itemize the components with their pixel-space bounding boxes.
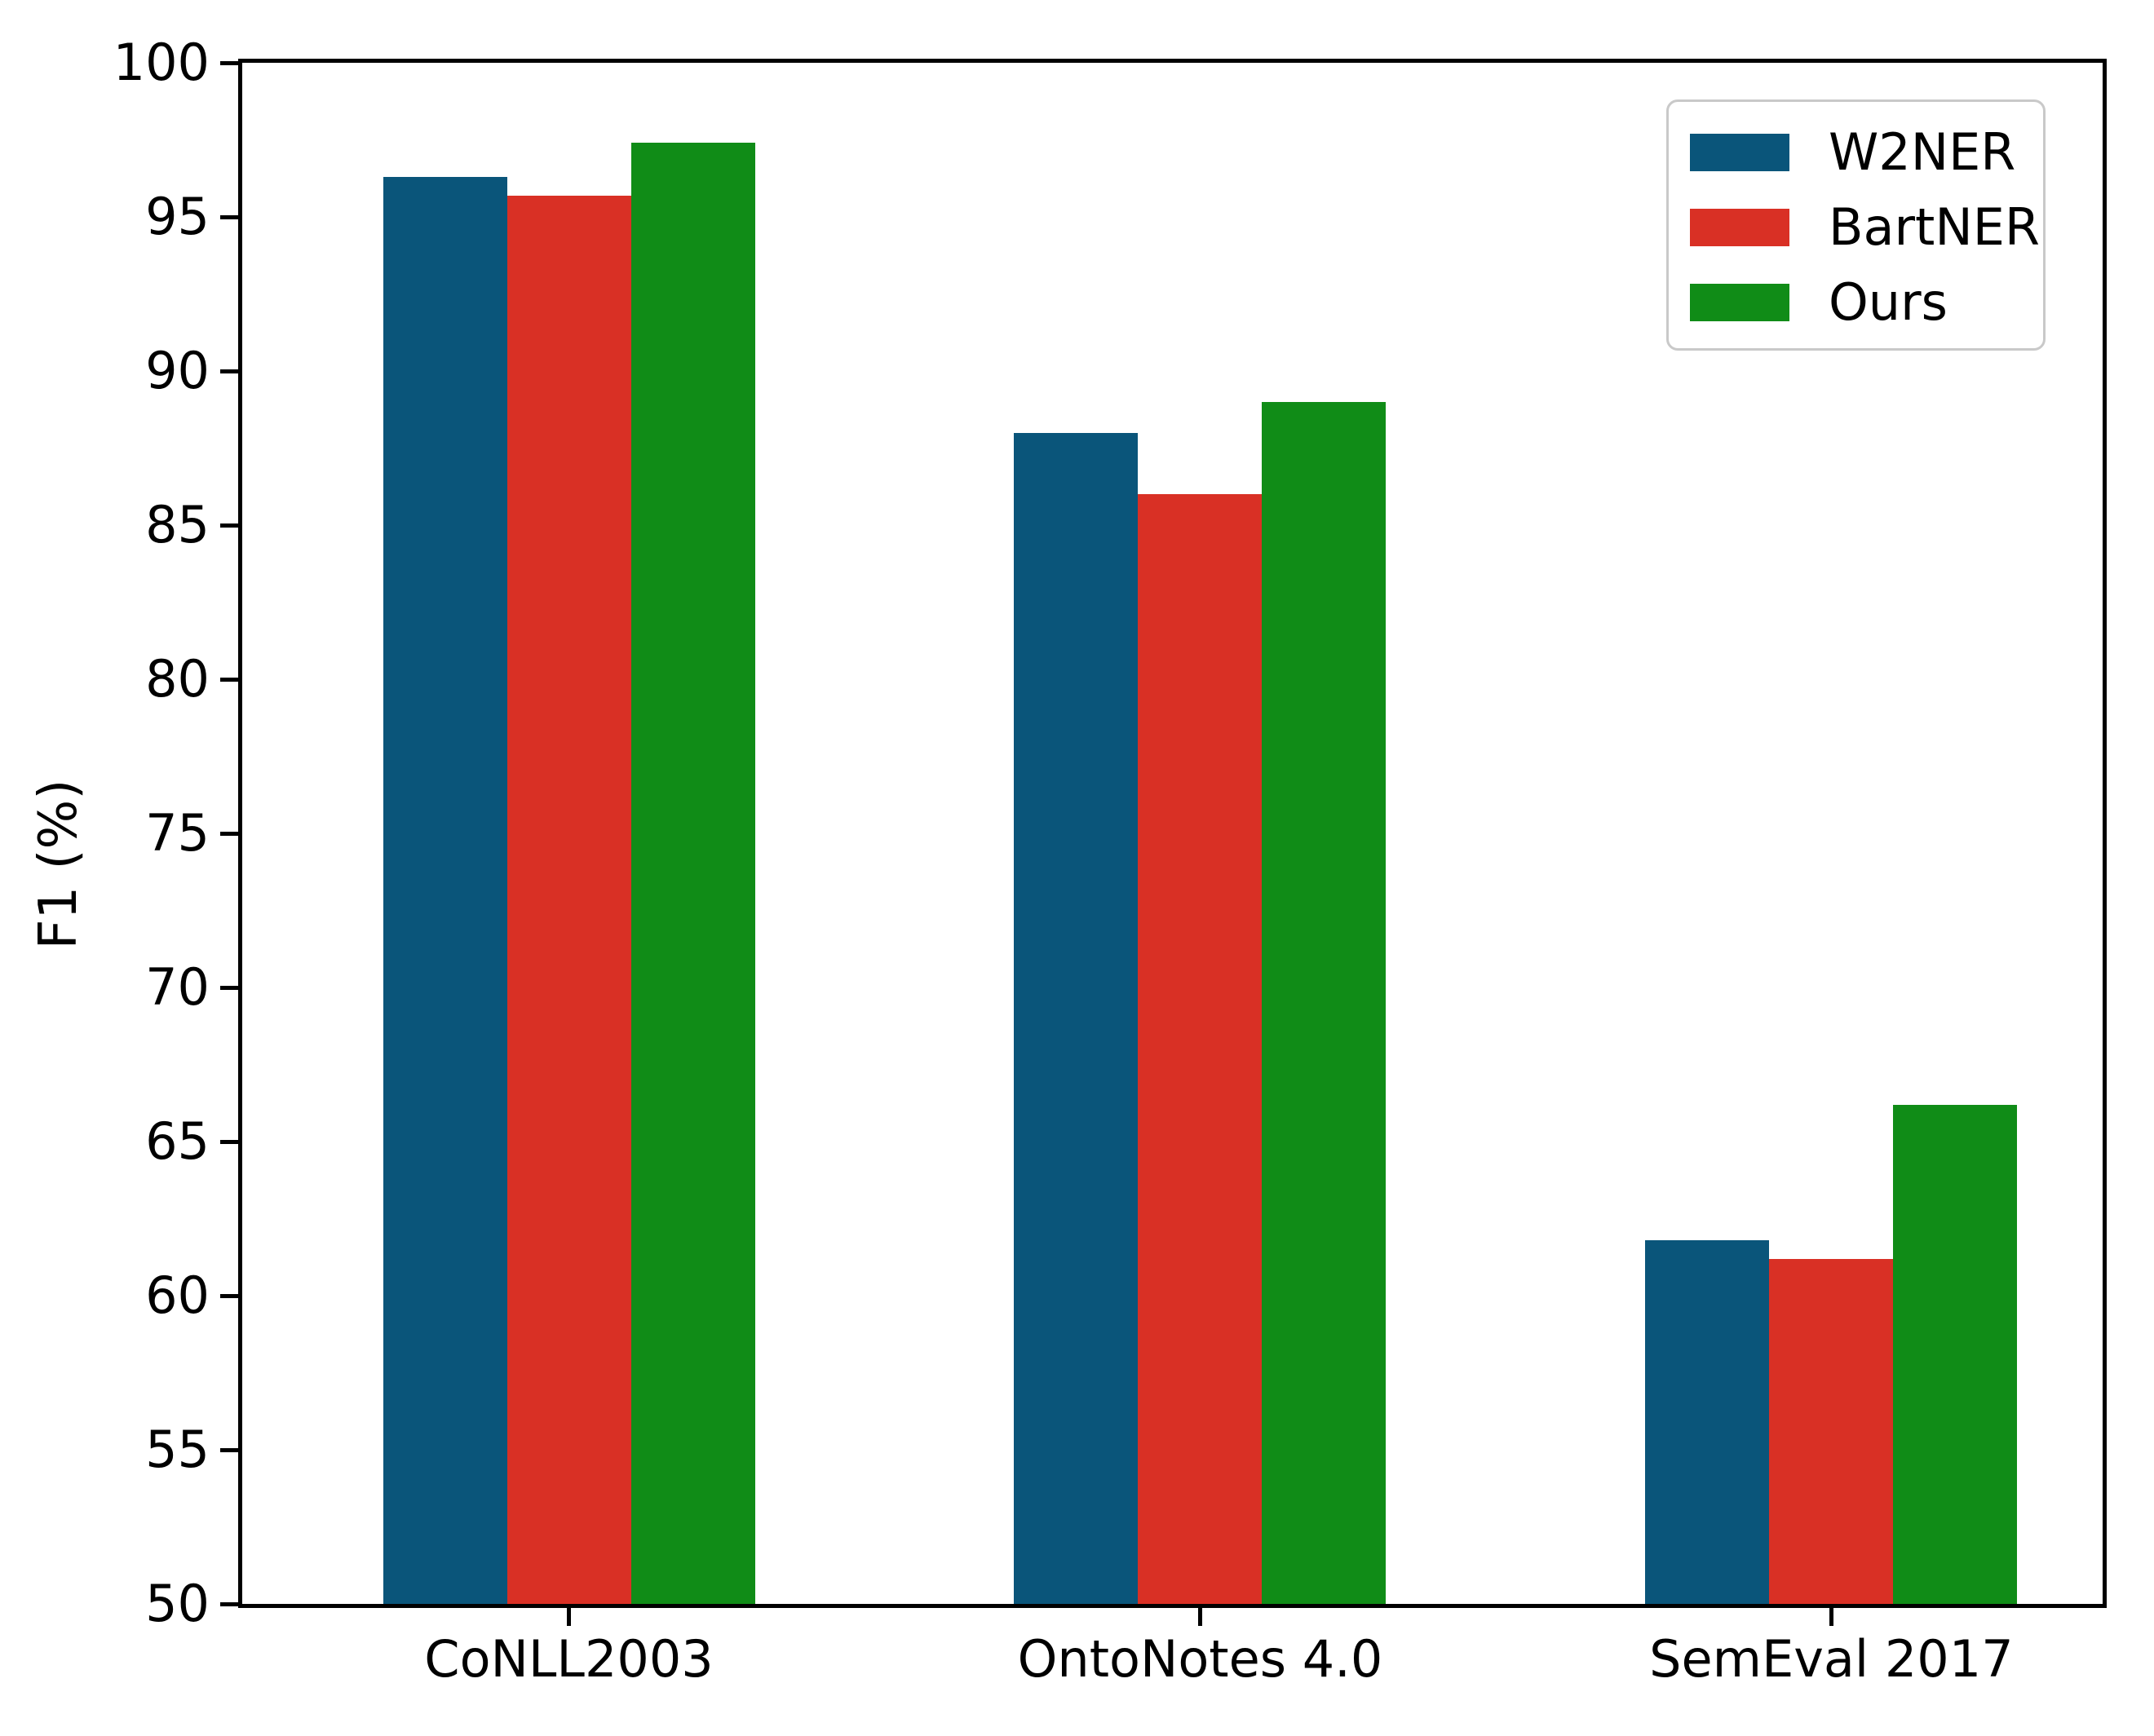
y-tick-label: 90 (145, 341, 210, 400)
bar-w2ner-conll2003 (383, 176, 507, 1604)
y-tick-label: 80 (145, 649, 210, 709)
y-tick (220, 1601, 238, 1606)
y-tick-label: 95 (145, 187, 210, 246)
y-tick-label: 65 (145, 1111, 210, 1171)
y-tick-label: 85 (145, 495, 210, 554)
y-tick-label: 50 (145, 1574, 210, 1633)
y-tick (220, 985, 238, 990)
y-tick (220, 1447, 238, 1452)
y-tick (220, 523, 238, 528)
y-tick (220, 214, 238, 219)
x-tick-label: OntoNotes 4.0 (1017, 1629, 1383, 1689)
legend-item-w2ner: W2NER (1690, 115, 2043, 190)
x-tick (567, 1608, 572, 1626)
legend-label: W2NER (1829, 122, 2016, 182)
legend-item-bartner: BartNER (1690, 190, 2043, 265)
y-tick (220, 60, 238, 65)
legend-swatch-bartner (1690, 209, 1789, 246)
x-tick (1829, 1608, 1833, 1626)
y-tick-label: 100 (113, 33, 210, 92)
y-tick (220, 1293, 238, 1298)
bar-ours-semeval2017 (1893, 1104, 2018, 1604)
bar-ours-ontonotes40 (1262, 401, 1387, 1604)
y-tick (220, 369, 238, 373)
bar-bartner-semeval2017 (1769, 1258, 1894, 1604)
legend-label: BartNER (1829, 197, 2040, 257)
x-tick (1197, 1608, 1202, 1626)
x-tick-label: CoNLL2003 (424, 1629, 714, 1689)
y-tick-label: 70 (145, 957, 210, 1017)
y-tick (220, 1139, 238, 1144)
bar-w2ner-ontonotes40 (1014, 432, 1139, 1604)
y-tick (220, 831, 238, 836)
y-tick-label: 55 (145, 1420, 210, 1479)
y-tick-label: 75 (145, 803, 210, 863)
legend: W2NER BartNER Ours (1666, 99, 2046, 351)
bar-bartner-ontonotes40 (1138, 494, 1263, 1604)
y-tick-label: 60 (145, 1266, 210, 1325)
legend-swatch-w2ner (1690, 134, 1789, 171)
bar-bartner-conll2003 (506, 195, 631, 1604)
bar-w2ner-semeval2017 (1645, 1239, 1770, 1604)
y-tick (220, 677, 238, 682)
legend-swatch-ours (1690, 284, 1789, 321)
legend-label: Ours (1829, 272, 1948, 332)
legend-item-ours: Ours (1690, 265, 2043, 340)
bar-ours-conll2003 (630, 143, 755, 1604)
x-tick-label: SemEval 2017 (1649, 1629, 2014, 1689)
